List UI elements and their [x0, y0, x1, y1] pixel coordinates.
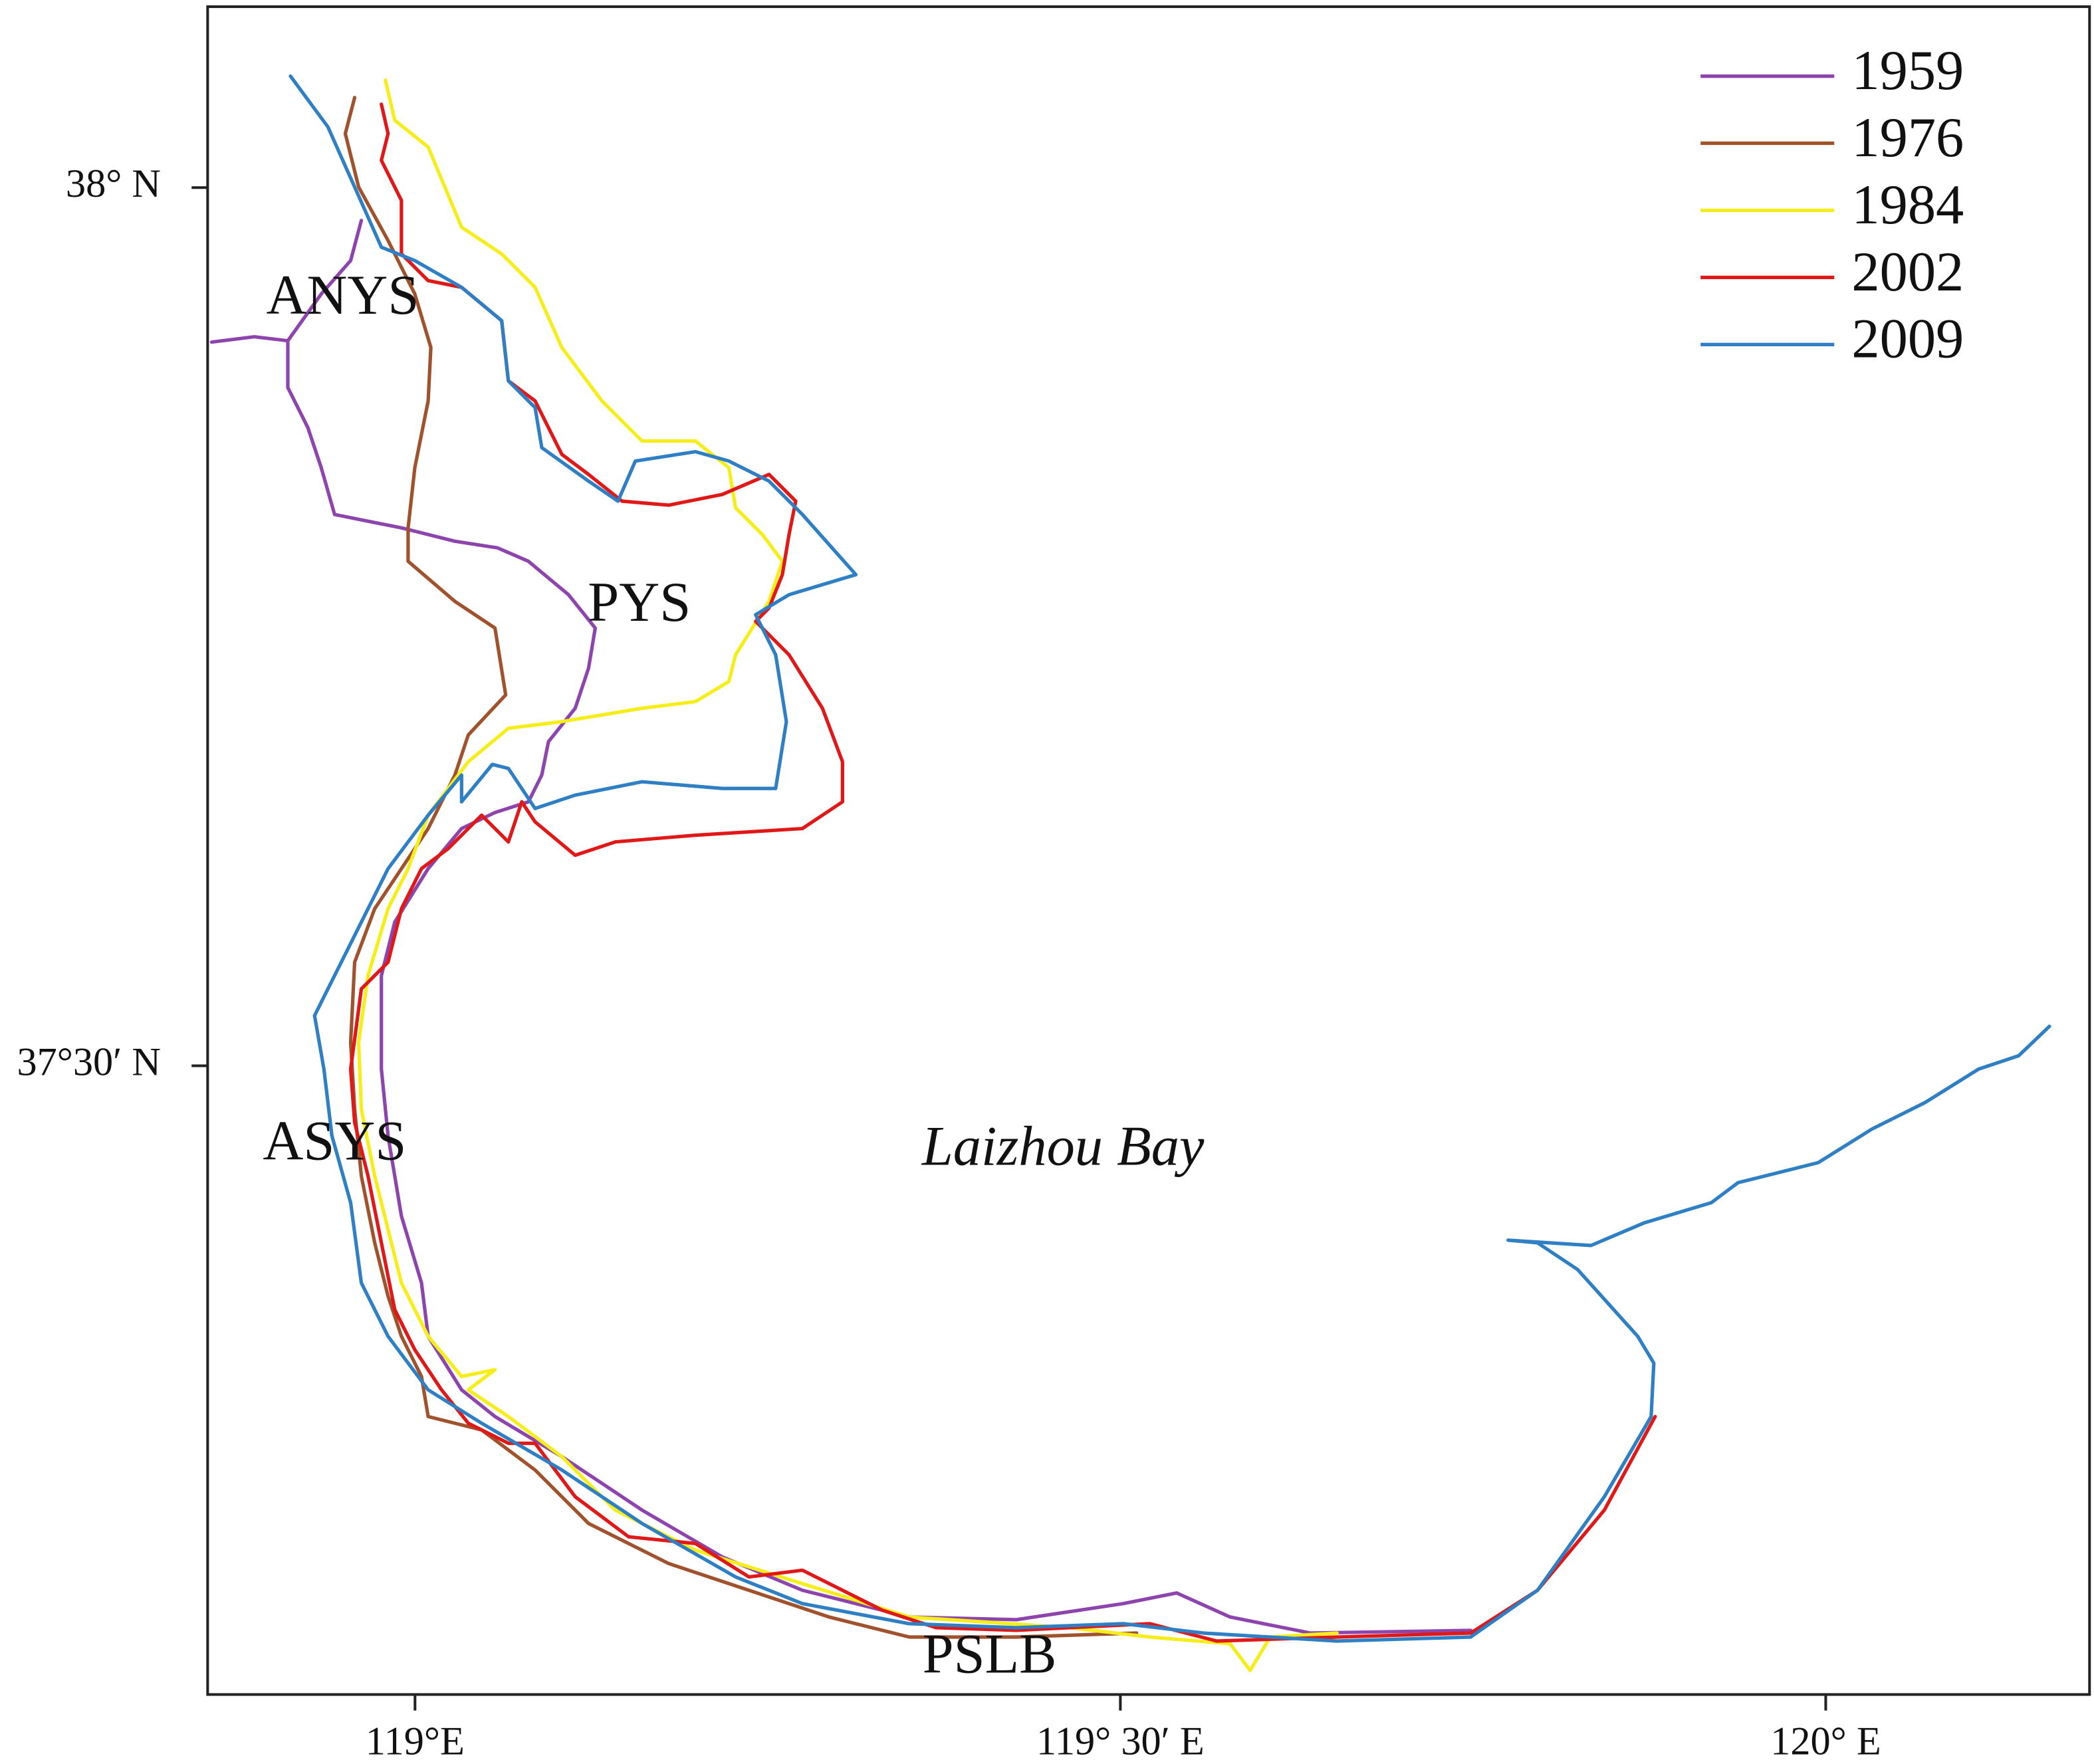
place-label: ASYS	[263, 1110, 406, 1172]
x-tick-label: 119°E	[366, 1719, 465, 1764]
y-tick-label: 37°30′ N	[17, 1040, 161, 1084]
coastline	[289, 74, 2051, 1643]
x-tick-label: 119° 30′ E	[1036, 1719, 1205, 1764]
legend-label: 1976	[1851, 107, 1964, 169]
coastline	[356, 78, 1339, 1672]
y-tick-label: 38° N	[66, 162, 161, 206]
legend-label: 1984	[1851, 174, 1964, 236]
map-frame	[206, 5, 2091, 1696]
x-tick-label: 120° E	[1770, 1719, 1881, 1764]
coastlines	[209, 74, 2051, 1672]
coastline	[343, 96, 1139, 1639]
legend-label: 2002	[1851, 241, 1964, 303]
place-label: Laizhou Bay	[921, 1116, 1205, 1178]
legend-label: 2009	[1851, 308, 1964, 370]
coastline	[348, 102, 1657, 1643]
legend-label: 1959	[1851, 40, 1964, 102]
coastline	[209, 219, 1472, 1635]
place-label: ANYS	[266, 265, 419, 326]
place-label: PSLB	[923, 1624, 1057, 1686]
place-label: PYS	[588, 572, 691, 633]
